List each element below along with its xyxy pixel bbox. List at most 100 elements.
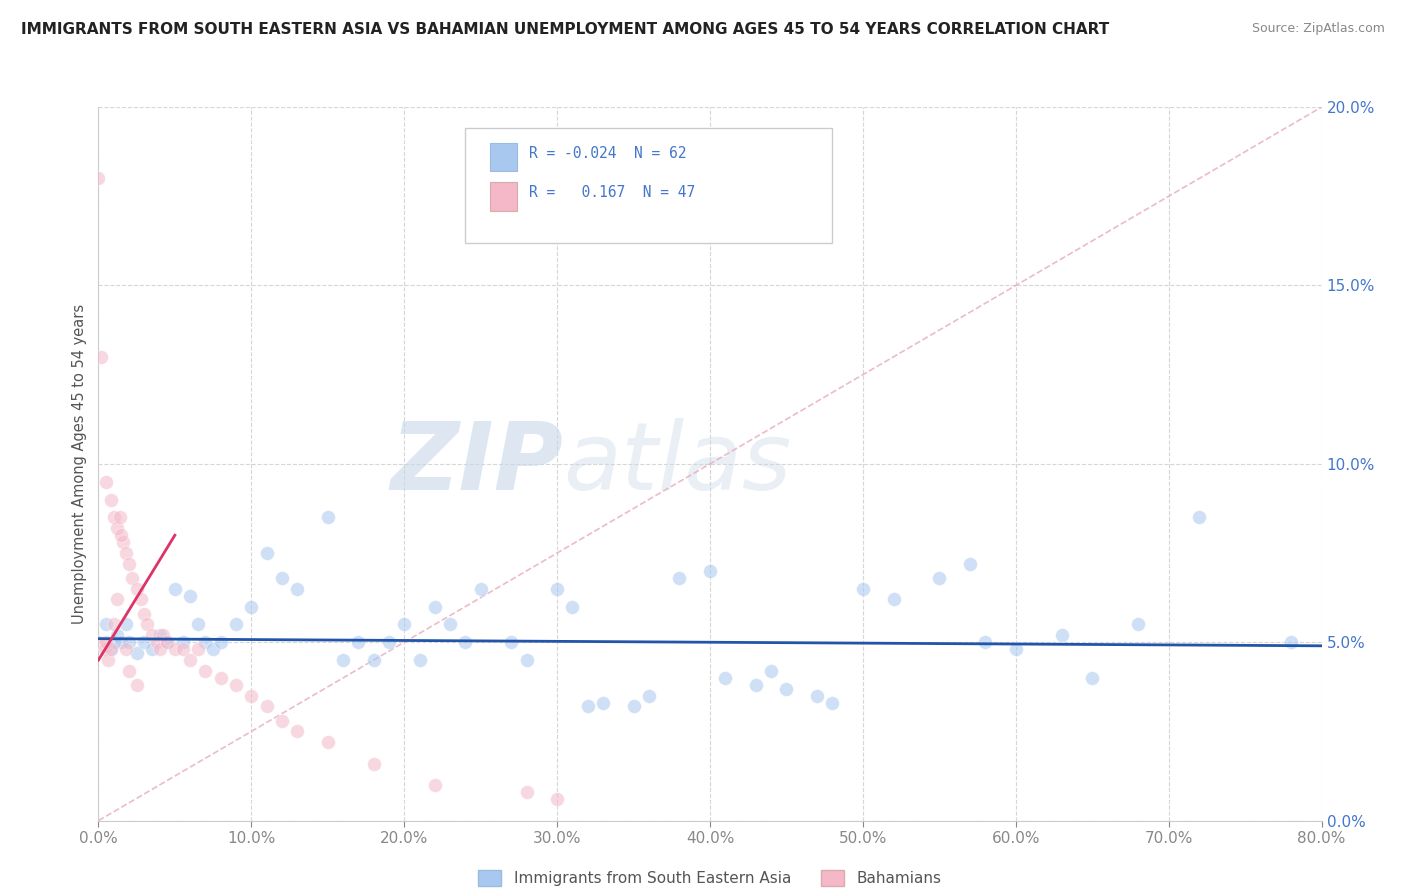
Point bbox=[156, 635, 179, 649]
Point bbox=[94, 617, 117, 632]
Point bbox=[363, 653, 385, 667]
Legend: Immigrants from South Eastern Asia, Bahamians: Immigrants from South Eastern Asia, Baha… bbox=[472, 863, 948, 892]
Point bbox=[115, 642, 138, 657]
Point bbox=[94, 635, 117, 649]
Point bbox=[285, 582, 308, 596]
Point bbox=[516, 653, 538, 667]
Point bbox=[87, 635, 110, 649]
Point bbox=[87, 171, 110, 186]
Point bbox=[103, 617, 125, 632]
Point bbox=[1004, 642, 1026, 657]
Point bbox=[152, 628, 174, 642]
Point bbox=[546, 582, 568, 596]
Point bbox=[285, 724, 308, 739]
Point bbox=[225, 617, 247, 632]
Point bbox=[179, 589, 201, 603]
Point bbox=[821, 696, 844, 710]
Point bbox=[90, 350, 112, 364]
Point bbox=[149, 642, 172, 657]
Point bbox=[1279, 635, 1302, 649]
Point bbox=[110, 635, 132, 649]
Point bbox=[378, 635, 401, 649]
Point bbox=[759, 664, 782, 678]
Point bbox=[118, 557, 141, 571]
Point bbox=[852, 582, 875, 596]
Point bbox=[94, 475, 117, 489]
Point bbox=[179, 653, 201, 667]
Point bbox=[714, 671, 737, 685]
Point bbox=[100, 642, 122, 657]
Bar bbox=[489, 182, 517, 211]
Point bbox=[454, 635, 477, 649]
Point bbox=[115, 546, 138, 560]
Point bbox=[347, 635, 370, 649]
Point bbox=[883, 592, 905, 607]
Point bbox=[592, 696, 614, 710]
Point bbox=[125, 678, 148, 692]
Point bbox=[576, 699, 599, 714]
Point bbox=[141, 628, 163, 642]
Point bbox=[105, 592, 128, 607]
Point bbox=[363, 756, 385, 771]
Point bbox=[172, 642, 194, 657]
Point bbox=[225, 678, 247, 692]
Point bbox=[187, 617, 209, 632]
Point bbox=[806, 689, 828, 703]
Point bbox=[163, 582, 186, 596]
Y-axis label: Unemployment Among Ages 45 to 54 years: Unemployment Among Ages 45 to 54 years bbox=[72, 304, 87, 624]
Point bbox=[105, 521, 128, 535]
Point bbox=[121, 571, 143, 585]
Point bbox=[105, 628, 128, 642]
Point bbox=[256, 699, 278, 714]
Point bbox=[93, 642, 115, 657]
Point bbox=[668, 571, 690, 585]
Point bbox=[470, 582, 492, 596]
Point bbox=[501, 635, 523, 649]
Point bbox=[959, 557, 981, 571]
Point bbox=[103, 635, 125, 649]
Point bbox=[103, 510, 125, 524]
Point bbox=[745, 678, 768, 692]
Point bbox=[423, 778, 446, 792]
Point bbox=[209, 671, 232, 685]
Point bbox=[699, 564, 721, 578]
Point bbox=[1128, 617, 1150, 632]
Point bbox=[270, 714, 292, 728]
Point bbox=[316, 510, 339, 524]
Text: atlas: atlas bbox=[564, 418, 792, 509]
Point bbox=[423, 599, 446, 614]
Point bbox=[408, 653, 430, 667]
Point bbox=[240, 599, 263, 614]
Point bbox=[439, 617, 461, 632]
Point bbox=[256, 546, 278, 560]
Point bbox=[516, 785, 538, 799]
Point bbox=[1050, 628, 1073, 642]
Point bbox=[775, 681, 797, 696]
Point bbox=[637, 689, 661, 703]
Point bbox=[125, 646, 148, 660]
Point bbox=[1081, 671, 1104, 685]
Point bbox=[100, 492, 122, 507]
Point bbox=[270, 571, 292, 585]
Point bbox=[145, 635, 167, 649]
Point bbox=[172, 635, 194, 649]
Point bbox=[100, 642, 122, 657]
Point bbox=[125, 582, 148, 596]
Point bbox=[194, 664, 217, 678]
Point bbox=[97, 653, 120, 667]
Point bbox=[546, 792, 568, 806]
Point bbox=[108, 510, 131, 524]
Point bbox=[111, 535, 134, 549]
Point bbox=[187, 642, 209, 657]
Point bbox=[623, 699, 645, 714]
Point bbox=[202, 642, 225, 657]
Point bbox=[110, 528, 132, 542]
Point bbox=[163, 642, 186, 657]
Point bbox=[134, 607, 156, 621]
Text: IMMIGRANTS FROM SOUTH EASTERN ASIA VS BAHAMIAN UNEMPLOYMENT AMONG AGES 45 TO 54 : IMMIGRANTS FROM SOUTH EASTERN ASIA VS BA… bbox=[21, 22, 1109, 37]
Point bbox=[974, 635, 997, 649]
Point bbox=[209, 635, 232, 649]
Point bbox=[149, 628, 172, 642]
Point bbox=[316, 735, 339, 749]
Text: R =   0.167  N = 47: R = 0.167 N = 47 bbox=[529, 186, 695, 200]
